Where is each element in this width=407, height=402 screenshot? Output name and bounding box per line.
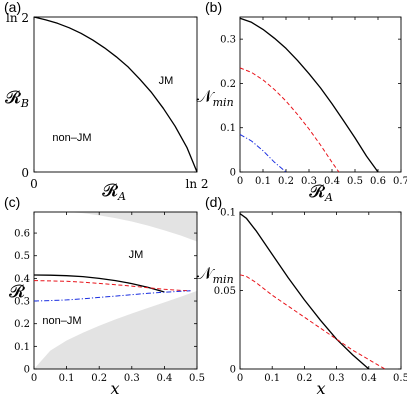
x-tick-label: 0.1 <box>264 373 280 384</box>
y-axis-label: 𝒩min <box>196 87 233 109</box>
x-axis-label: x <box>110 379 119 398</box>
x-tick-label: 0.7 <box>393 176 407 187</box>
y-tick-label: 0 <box>21 166 29 180</box>
x-axis-label: 𝓡A <box>102 181 126 203</box>
series-line-dashdot <box>239 133 287 173</box>
x-tick-label: 0.6 <box>370 176 386 187</box>
x-tick-label: 0.4 <box>156 373 172 384</box>
y-tick-label: 0.1 <box>220 123 236 134</box>
x-tick-label: 0.3 <box>301 176 317 187</box>
y-tick-label: 0 <box>230 168 236 179</box>
x-tick-label: 0.4 <box>361 373 377 384</box>
series-line-solid <box>239 213 370 370</box>
x-tick-label: 0.5 <box>189 373 205 384</box>
y-tick-label: 0.05 <box>214 286 236 297</box>
y-tick-label: 0.3 <box>14 297 30 308</box>
x-tick-label: 0 <box>30 177 38 191</box>
x-tick-label: 0.1 <box>255 176 271 187</box>
x-tick-label: 0.3 <box>329 373 345 384</box>
x-tick-label: ln 2 <box>186 177 209 191</box>
region-label-non-jm: non–JM <box>52 132 91 144</box>
x-tick-label: 0.3 <box>124 373 140 384</box>
plot-frame <box>239 211 402 370</box>
panel-d: 0 0.1 0.2 0.3 0.4 0.500.050.1(d) <box>205 194 407 384</box>
plot-frame <box>33 16 198 173</box>
y-axis-label: 𝓡B <box>5 88 29 110</box>
x-tick-label: 0 <box>31 373 37 384</box>
shaded-region-lower <box>34 290 197 369</box>
y-tick-label: 0.1 <box>220 208 236 219</box>
y-tick-label: 0.2 <box>220 79 236 90</box>
panel-label: (b) <box>205 0 222 15</box>
x-axis-label: x <box>316 379 325 398</box>
x-tick-label: 0 <box>237 176 243 187</box>
plot-frame <box>33 211 198 370</box>
shaded-region-upper <box>66 212 197 242</box>
panel-c: 0 0.1 0.2 0.3 0.4 0.5 0 0.1 0.2 0.3 0.4 0.5 0.6 (c) <box>4 194 205 384</box>
region-label-jm: JM <box>129 249 144 261</box>
series-line-solid <box>33 16 198 173</box>
series-line-solid <box>33 274 165 293</box>
x-tick-label: 0.4 <box>324 176 340 187</box>
y-tick-label: 0.2 <box>14 319 30 330</box>
x-tick-label: 0.1 <box>59 373 75 384</box>
y-tick-label: 0.4 <box>14 274 30 285</box>
y-axis-label: 𝓡 <box>9 282 25 302</box>
panel-label: (d) <box>205 194 222 210</box>
y-axis-label: 𝒩min <box>196 264 233 286</box>
series-line-dashed <box>239 67 340 173</box>
series-line-dashed <box>239 274 386 370</box>
y-tick-label: ln 2 <box>6 11 29 25</box>
y-tick-label: 0.5 <box>14 251 30 262</box>
series-line-solid <box>239 17 379 173</box>
y-tick-label: 0.6 <box>14 229 30 240</box>
x-tick-label: 0.2 <box>296 373 312 384</box>
y-tick-label: 0 <box>230 365 236 376</box>
y-tick-label: 0 <box>24 365 30 376</box>
panel-a: 0 ln 2 ln 2 0 (a) <box>4 0 209 191</box>
x-tick-label: 0.5 <box>347 176 363 187</box>
region-label-jm: JM <box>159 75 174 87</box>
plot-frame <box>239 16 402 173</box>
series-line-dashed <box>33 280 191 292</box>
x-tick-label: 0 <box>237 373 243 384</box>
panel-b: 0 0.1 0.2 0.3 0.4 0.5 0.6 0.7 0 0.1 0.2 0.3 (b) <box>205 0 407 187</box>
panel-label: (a) <box>4 0 21 15</box>
panel-label: (c) <box>4 194 20 210</box>
region-label-non-jm: non–JM <box>42 315 81 327</box>
x-tick-label: 0.2 <box>278 176 294 187</box>
x-tick-label: 0.2 <box>91 373 107 384</box>
y-tick-label: 0.1 <box>14 342 30 353</box>
x-tick-label: 0.5 <box>393 373 407 384</box>
y-tick-label: 0.3 <box>220 35 236 46</box>
x-axis-label: 𝓡A <box>309 182 333 204</box>
series-line-dashdot <box>33 290 191 302</box>
